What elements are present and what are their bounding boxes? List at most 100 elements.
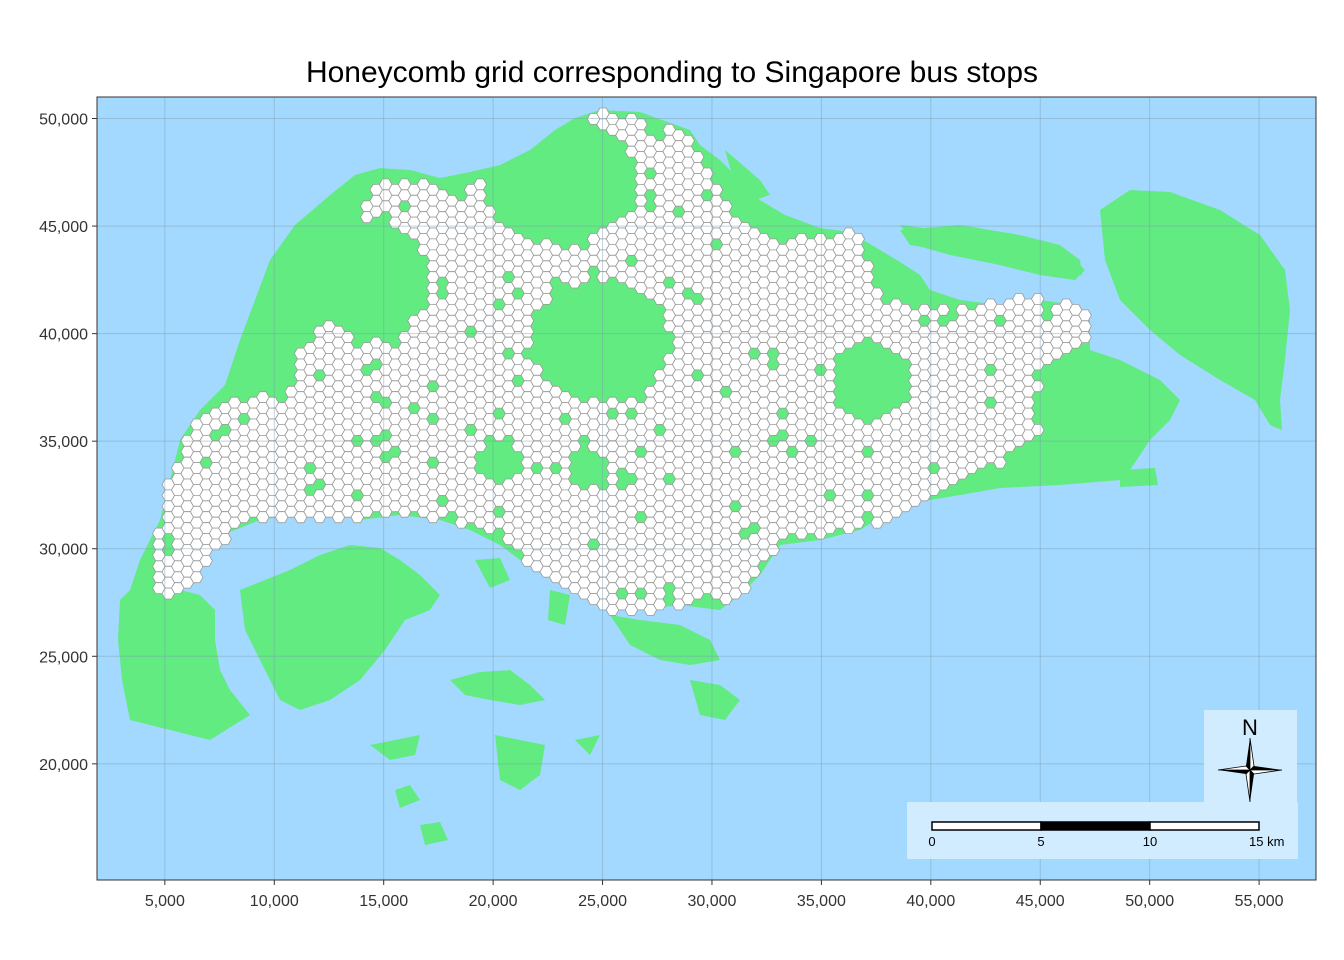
hex-cell [577, 271, 591, 284]
changi-coast [725, 150, 770, 200]
hex-cell [870, 287, 884, 300]
hex-cell [1021, 396, 1036, 409]
hex-cell [1031, 303, 1045, 316]
hex-cell [851, 243, 865, 256]
hex-cell [936, 303, 951, 316]
hex-cell [199, 555, 213, 567]
hex-cell [1031, 380, 1045, 393]
hex-cell [823, 358, 837, 371]
scale-label-5: 5 [1037, 834, 1044, 849]
x-tick-label: 30,000 [688, 893, 737, 910]
hex-cell [520, 325, 535, 338]
southern-island-3 [370, 735, 420, 760]
scale-bar: 0 5 10 15 km [907, 802, 1298, 859]
x-tick-label: 5,000 [145, 893, 185, 910]
hex-cell [851, 516, 865, 529]
hex-cell [700, 167, 714, 180]
hex-cell [823, 391, 837, 404]
hex-cell [823, 369, 837, 382]
hex-cell [653, 587, 667, 600]
map-title: Honeycomb grid corresponding to Singapor… [305, 56, 1039, 89]
hex-cell [520, 336, 535, 349]
hex-cell [463, 456, 478, 469]
hex-cell [747, 565, 762, 578]
hex-cell [719, 200, 733, 213]
x-tick-label: 35,000 [797, 893, 846, 910]
jurong-island [240, 545, 440, 710]
x-tick-label: 55,000 [1235, 893, 1284, 910]
pulau-tekong [1100, 190, 1290, 430]
hex-cell [766, 544, 780, 556]
scale-segment-2 [1040, 821, 1151, 831]
southern-island-9 [475, 558, 510, 588]
y-tick-label: 40,000 [39, 327, 88, 344]
hex-cell [473, 178, 487, 191]
southern-island-1 [450, 670, 545, 705]
y-axis: 50,000 45,000 40,000 35,000 30,000 25,000 20,0… [39, 112, 97, 774]
hex-cell [473, 189, 487, 202]
hex-cell [1078, 331, 1092, 344]
hex-cell [539, 282, 554, 294]
panel-border [96, 96, 1317, 881]
scale-label-15: 15 km [1249, 834, 1284, 849]
x-tick-label: 40,000 [906, 893, 955, 910]
southern-island-10 [1120, 468, 1158, 487]
hex-cell [653, 598, 667, 611]
hex-cell [634, 118, 648, 131]
x-tick-label: 45,000 [1016, 893, 1065, 910]
hex-cell [1021, 407, 1036, 420]
hex-cell [530, 363, 544, 376]
hex-cell [860, 271, 875, 284]
compass-rose-icon [1217, 737, 1283, 803]
hex-cell [993, 456, 1007, 469]
y-tick-label: 30,000 [39, 542, 88, 559]
hex-cell [567, 440, 582, 453]
scale-label-0: 0 [928, 834, 935, 849]
southern-island-7 [690, 680, 740, 720]
hex-cell [426, 282, 440, 294]
x-tick-label: 15,000 [359, 893, 408, 910]
hex-cell [634, 194, 648, 207]
hex-cell [690, 151, 705, 164]
y-tick-label: 20,000 [39, 757, 88, 774]
x-axis: 5,000 10,000 15,000 20,000 25,000 30,000 35,00… [145, 880, 1284, 910]
tuas-reclamation [118, 580, 250, 740]
hex-cell [605, 473, 620, 485]
hex-cell [1031, 293, 1045, 305]
southern-island-2 [495, 735, 545, 790]
y-tick-label: 45,000 [39, 219, 88, 236]
scale-label-10: 10 [1143, 834, 1157, 849]
southern-island-8 [548, 590, 570, 625]
hex-cell [738, 582, 752, 594]
north-label: N [1242, 715, 1258, 740]
hex-cell [539, 293, 554, 305]
y-tick-label: 35,000 [39, 434, 88, 451]
hex-cell [218, 533, 232, 545]
hex-cell [189, 571, 204, 584]
graticule [97, 97, 1316, 880]
y-tick-label: 25,000 [39, 649, 88, 666]
honeycomb-grid [152, 107, 1092, 616]
north-arrow: N [1204, 710, 1297, 803]
y-tick-label: 50,000 [39, 112, 88, 129]
hex-cell [681, 134, 695, 147]
scale-segment-3 [1149, 821, 1260, 831]
x-tick-label: 20,000 [469, 893, 518, 910]
southern-island-5 [420, 822, 448, 845]
x-tick-label: 50,000 [1125, 893, 1174, 910]
hex-cell [1078, 320, 1092, 333]
x-tick-label: 10,000 [250, 893, 299, 910]
pulau-ubin [900, 225, 1082, 278]
southern-island-6 [575, 735, 600, 755]
hex-cell [558, 467, 572, 480]
scale-segment-1 [931, 821, 1042, 831]
hex-cell [823, 380, 837, 393]
sentosa [610, 615, 720, 665]
hex-cell [756, 353, 771, 365]
x-tick-label: 25,000 [578, 893, 627, 910]
hex-cell [473, 440, 487, 453]
hex-cell [520, 314, 535, 327]
hex-cell [860, 260, 875, 273]
hex-cell [482, 205, 497, 218]
